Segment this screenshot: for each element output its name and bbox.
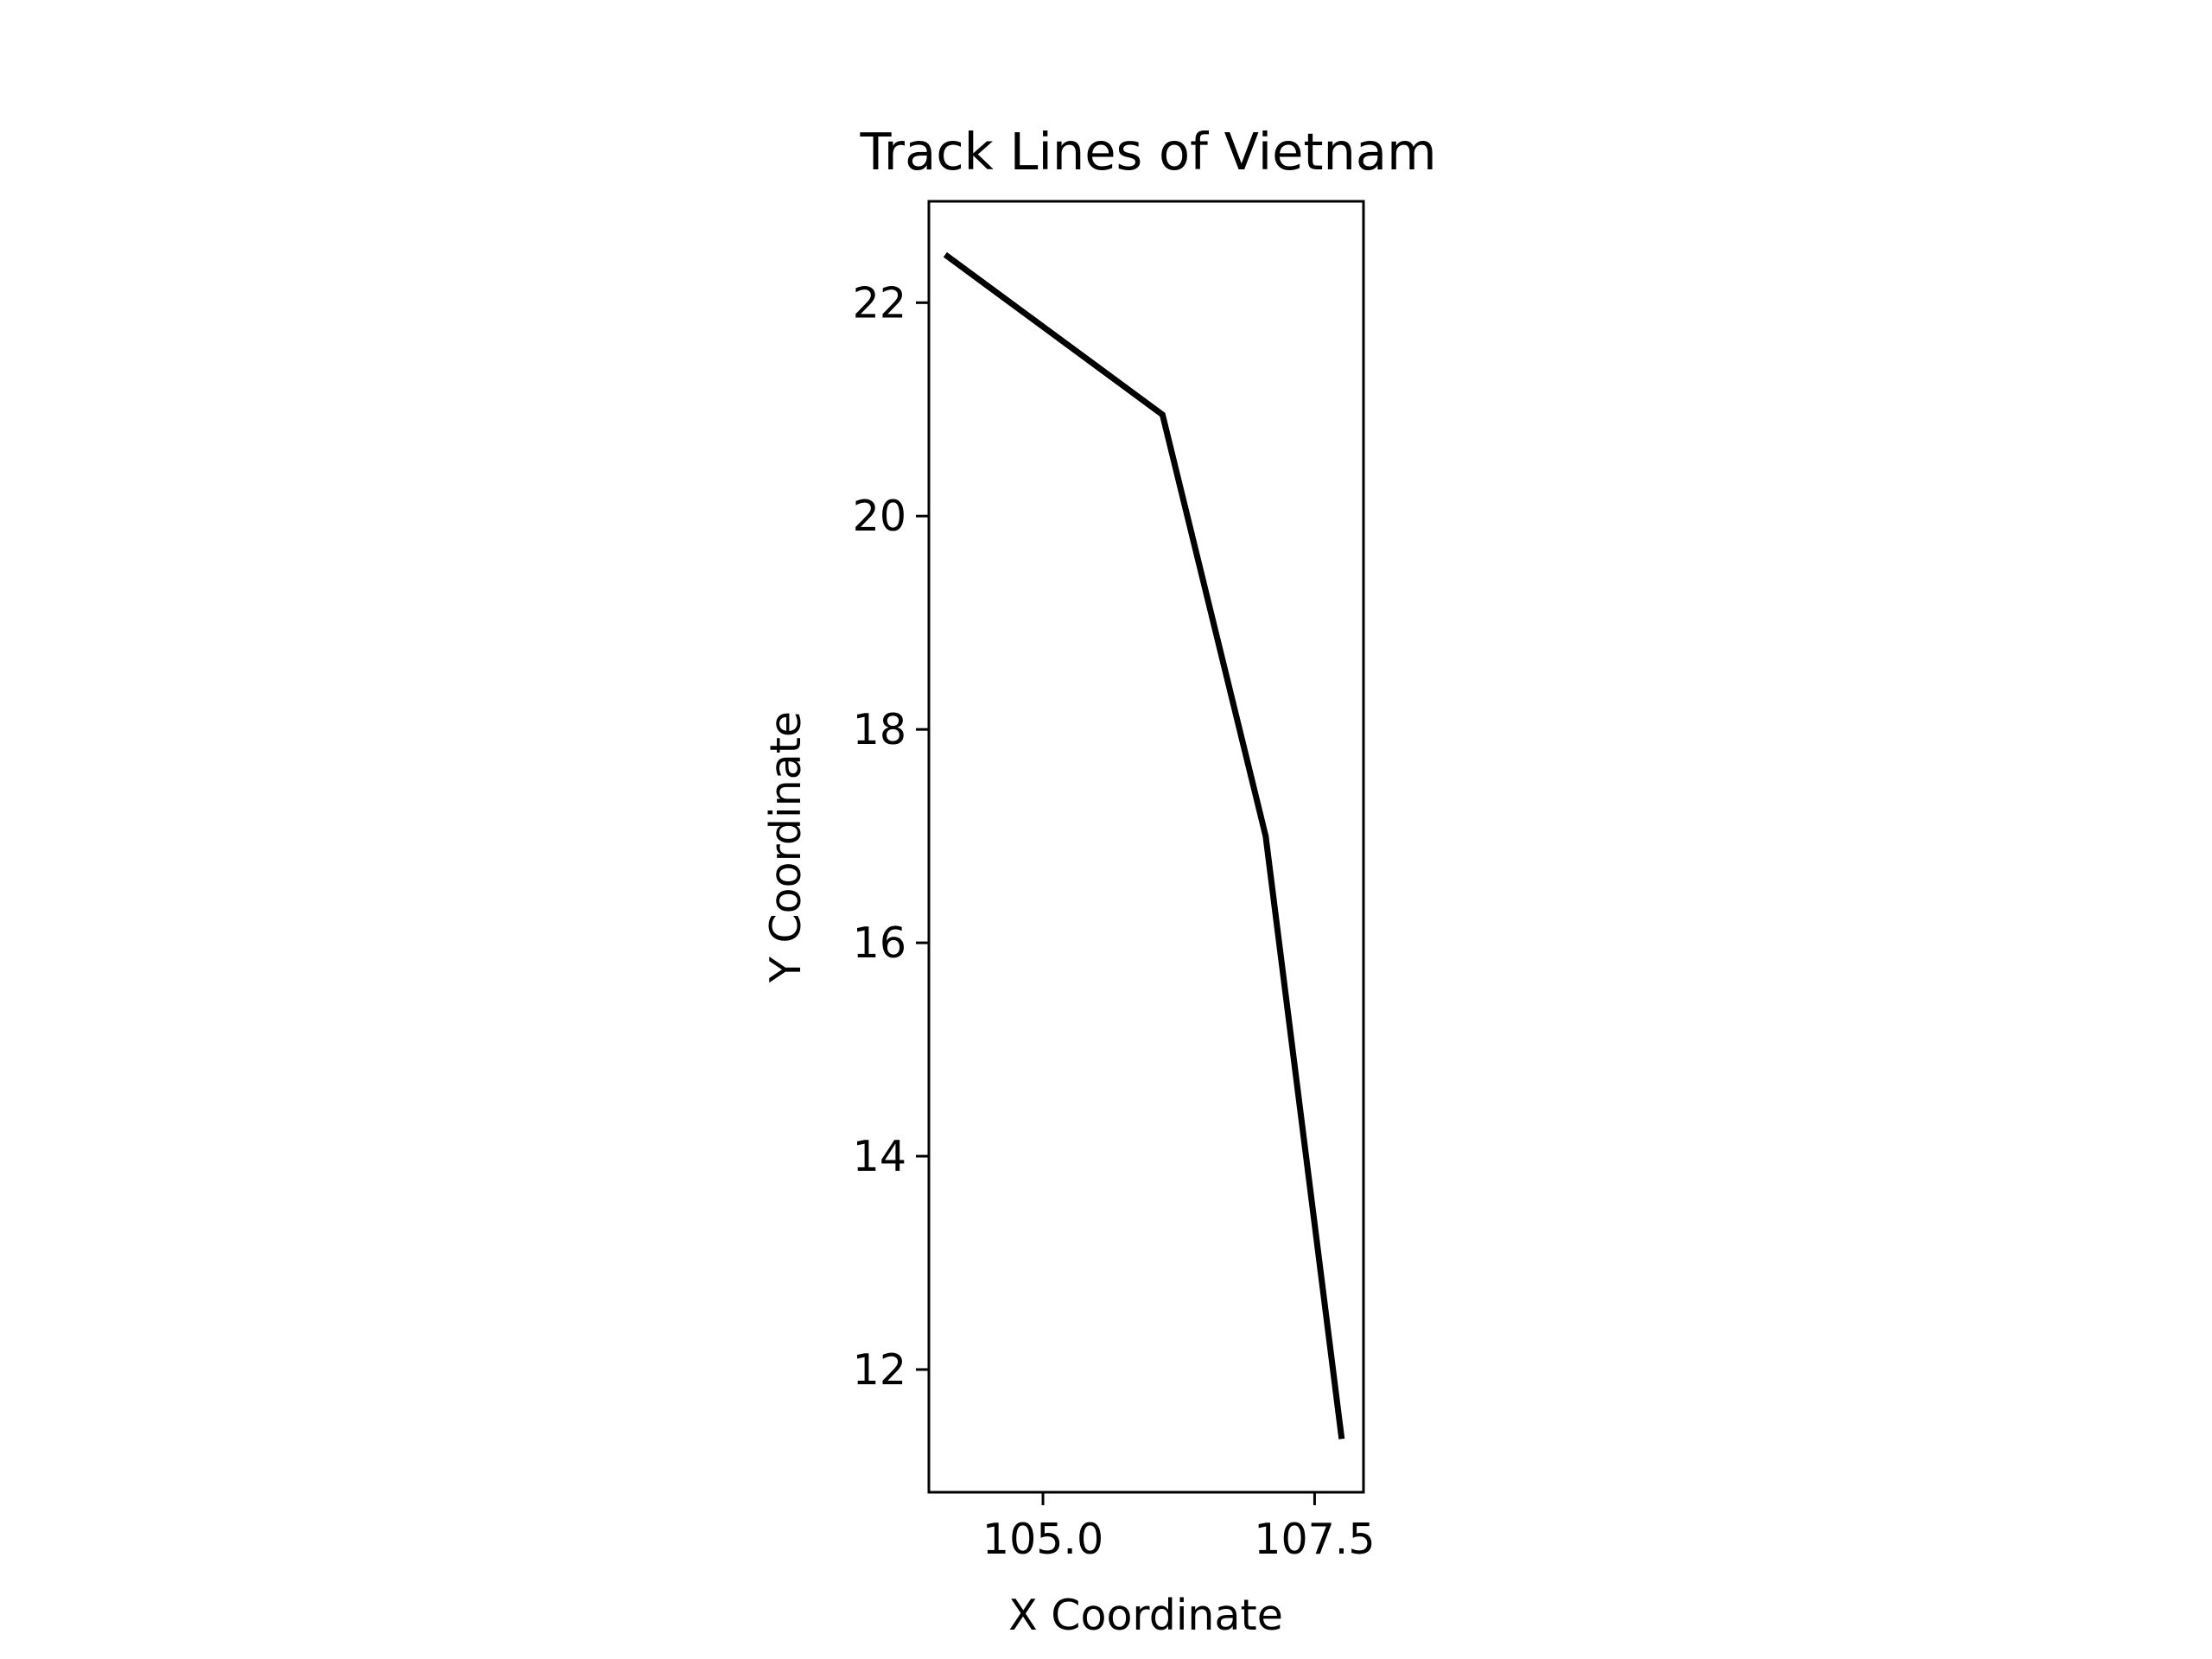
track-line-series [943,251,1345,1440]
plot-frame [927,200,1365,1494]
y-tick-label: 12 [853,1345,906,1395]
y-tick-label: 18 [853,705,906,754]
y-axis-ticks: 12 14 16 18 20 22 [853,278,929,1395]
x-axis-ticks: 105.0 107.5 [982,1492,1376,1564]
y-tick-label: 22 [853,278,906,327]
x-tick-label: 107.5 [1254,1515,1375,1564]
y-tick-label: 16 [853,918,906,968]
series-layer [943,251,1345,1440]
y-tick-label: 20 [853,492,906,541]
x-tick-label: 105.0 [982,1515,1103,1564]
chart-title: Track Lines of Vietnam [859,122,1436,181]
x-axis-label: X Coordinate [1008,1591,1283,1640]
y-tick-label: 14 [853,1132,906,1181]
y-axis-label: Y Coordinate [761,711,810,983]
